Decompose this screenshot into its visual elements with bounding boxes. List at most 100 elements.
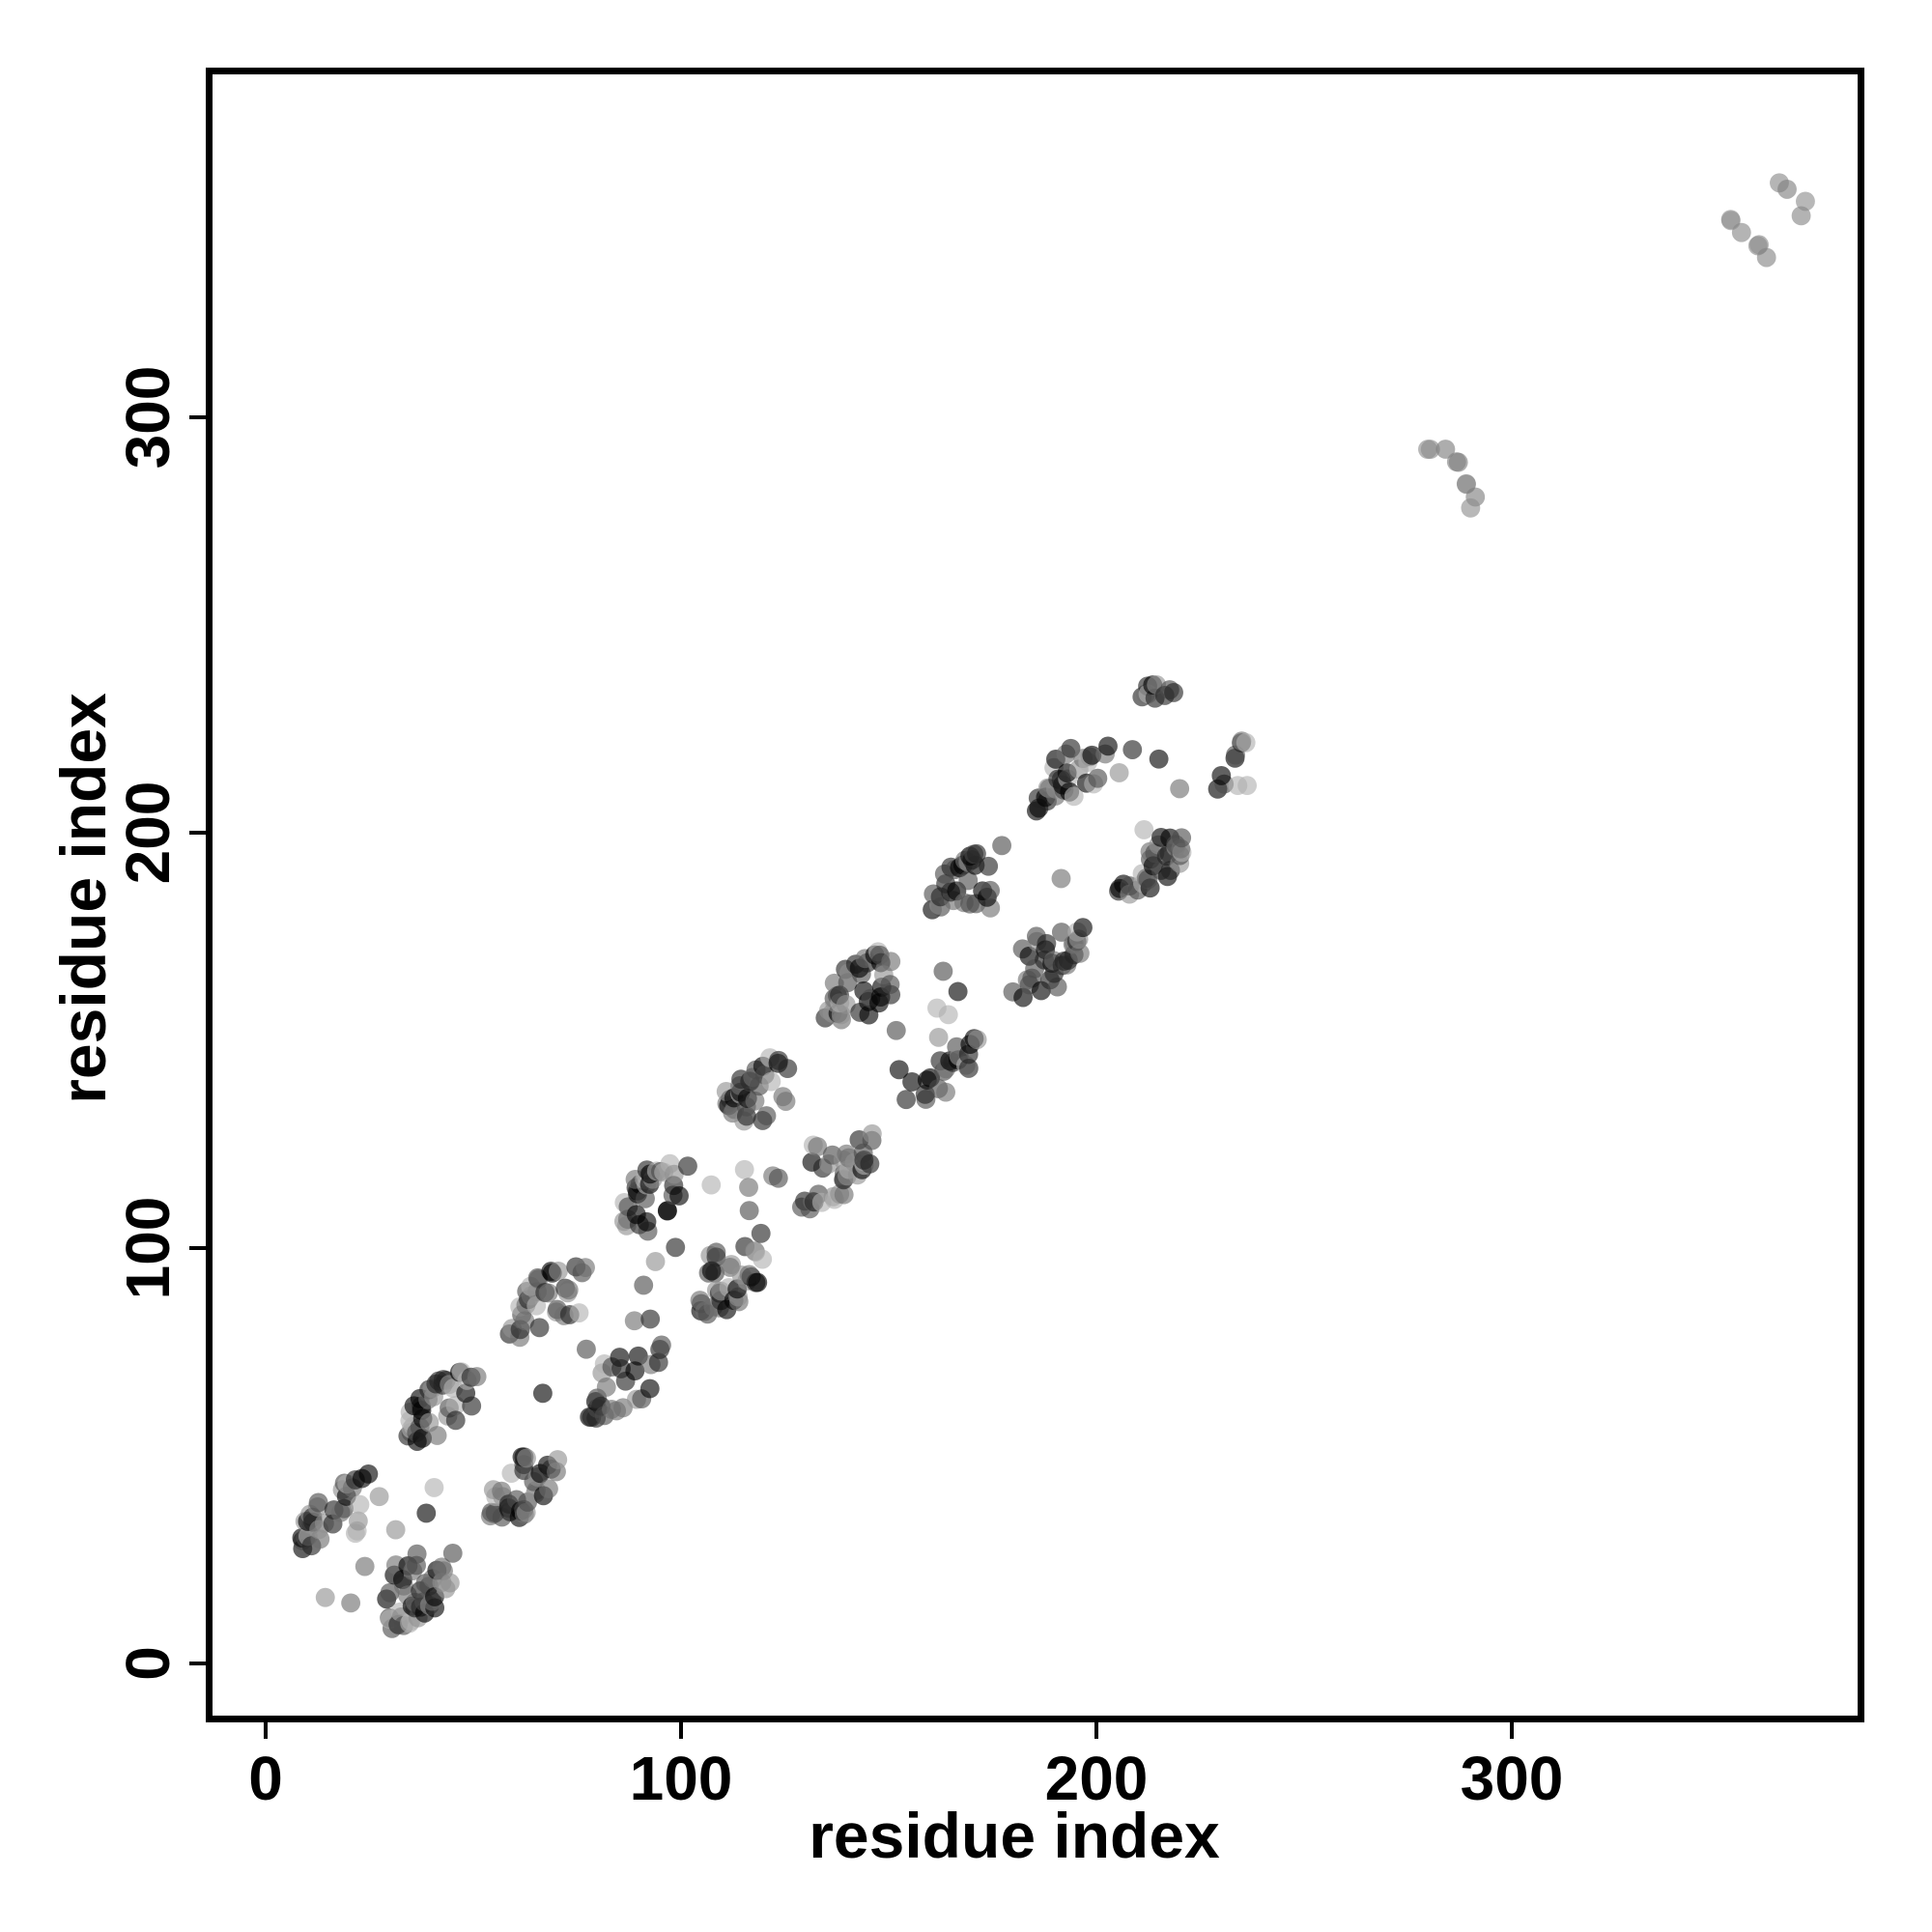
y-tick-label: 100 <box>113 1196 183 1300</box>
scatter-point <box>966 843 986 864</box>
scatter-point <box>958 870 979 891</box>
x-tick-mark <box>264 1722 268 1739</box>
scatter-point <box>517 1448 536 1468</box>
scatter-points-layer <box>292 173 1815 1638</box>
scatter-point <box>701 1175 722 1195</box>
scatter-point <box>948 981 968 1002</box>
scatter-point <box>938 1005 958 1025</box>
scatter-point <box>350 1494 370 1515</box>
scatter-point <box>315 1587 335 1607</box>
scatter-point <box>1777 180 1797 199</box>
scatter-point <box>1149 749 1169 769</box>
scatter-point <box>369 1487 389 1507</box>
scatter-point <box>768 1168 788 1188</box>
y-tick-mark <box>189 415 206 419</box>
scatter-point <box>442 1543 463 1563</box>
scatter-point <box>658 1201 677 1221</box>
scatter-point <box>751 1223 771 1243</box>
scatter-point <box>1446 452 1466 472</box>
x-tick-mark <box>679 1722 683 1739</box>
scatter-point <box>761 1071 781 1092</box>
scatter-point <box>1731 222 1751 242</box>
scatter-point <box>773 1087 793 1107</box>
scatter-point <box>896 1090 917 1110</box>
scatter-point <box>637 1211 657 1232</box>
y-tick-mark <box>189 831 206 835</box>
x-tick-label: 200 <box>1044 1744 1149 1813</box>
scatter-point <box>651 1335 671 1355</box>
scatter-point <box>980 880 1000 900</box>
scatter-point <box>834 1184 854 1205</box>
scatter-point <box>348 1511 368 1531</box>
scatter-point <box>933 961 953 981</box>
scatter-point <box>424 1478 444 1497</box>
scatter-point <box>538 1283 558 1303</box>
scatter-point <box>625 1361 645 1381</box>
y-tick-mark <box>189 1662 206 1665</box>
scatter-point <box>748 1272 768 1293</box>
scatter-point <box>576 1258 595 1278</box>
scatter-point <box>808 1137 828 1156</box>
scatter-point <box>416 1503 437 1523</box>
scatter-point <box>412 1428 433 1448</box>
scatter-point <box>645 1252 666 1271</box>
scatter-point <box>308 1492 328 1513</box>
scatter-point <box>1098 736 1118 756</box>
scatter-point <box>355 1556 375 1577</box>
scatter-point <box>529 1318 550 1338</box>
scatter-point <box>558 1280 579 1300</box>
scatter-point <box>432 1557 452 1577</box>
scatter-point <box>886 1020 906 1040</box>
y-axis-title: residue index <box>47 693 119 1104</box>
scatter-point <box>958 1059 979 1078</box>
scatter-point <box>669 1186 689 1206</box>
scatter-point <box>639 1378 660 1399</box>
scatter-point <box>928 1027 949 1047</box>
scatter-point <box>734 1159 754 1179</box>
x-tick-label: 100 <box>629 1744 733 1813</box>
scatter-point <box>467 1367 487 1387</box>
scatter-point <box>1791 206 1811 226</box>
scatter-point <box>678 1156 697 1177</box>
x-tick-label: 0 <box>248 1744 283 1813</box>
scatter-point <box>753 1249 773 1269</box>
scatter-point <box>1172 828 1192 848</box>
scatter-point <box>427 1426 447 1445</box>
scatter-point <box>548 1450 568 1469</box>
scatter-point <box>1164 683 1183 702</box>
scatter-point <box>596 1377 616 1397</box>
x-tick-label: 300 <box>1460 1744 1564 1813</box>
scatter-point <box>936 1082 955 1102</box>
scatter-point <box>440 1573 460 1593</box>
scatter-point <box>1461 497 1481 518</box>
scatter-point <box>569 1303 589 1322</box>
scatter-point <box>756 1106 777 1125</box>
scatter-point <box>1073 918 1093 938</box>
scatter-point <box>1109 763 1129 782</box>
scatter-point <box>1037 933 1057 953</box>
scatter-point <box>902 1071 922 1092</box>
scatter-point <box>666 1237 686 1258</box>
scatter-point <box>634 1275 654 1295</box>
y-tick-label: 200 <box>113 781 183 885</box>
scatter-point <box>636 1188 655 1208</box>
scatter-point <box>860 1153 880 1174</box>
x-tick-mark <box>1094 1722 1098 1739</box>
scatter-point <box>1170 779 1190 799</box>
scatter-point <box>640 1309 661 1329</box>
scatter-point <box>1420 440 1440 460</box>
y-tick-mark <box>189 1246 206 1250</box>
x-tick-mark <box>1510 1722 1514 1739</box>
scatter-point <box>462 1396 482 1416</box>
scatter-point <box>515 1311 535 1331</box>
scatter-point <box>880 975 900 995</box>
scatter-point <box>358 1463 379 1484</box>
scatter-point <box>745 1091 765 1111</box>
scatter-point <box>739 1178 758 1198</box>
scatter-point <box>1051 868 1071 889</box>
scatter-point <box>1122 740 1143 759</box>
scatter-point <box>992 836 1012 856</box>
scatter-point <box>407 1544 427 1564</box>
scatter-point <box>539 1479 558 1499</box>
scatter-point <box>445 1410 466 1431</box>
